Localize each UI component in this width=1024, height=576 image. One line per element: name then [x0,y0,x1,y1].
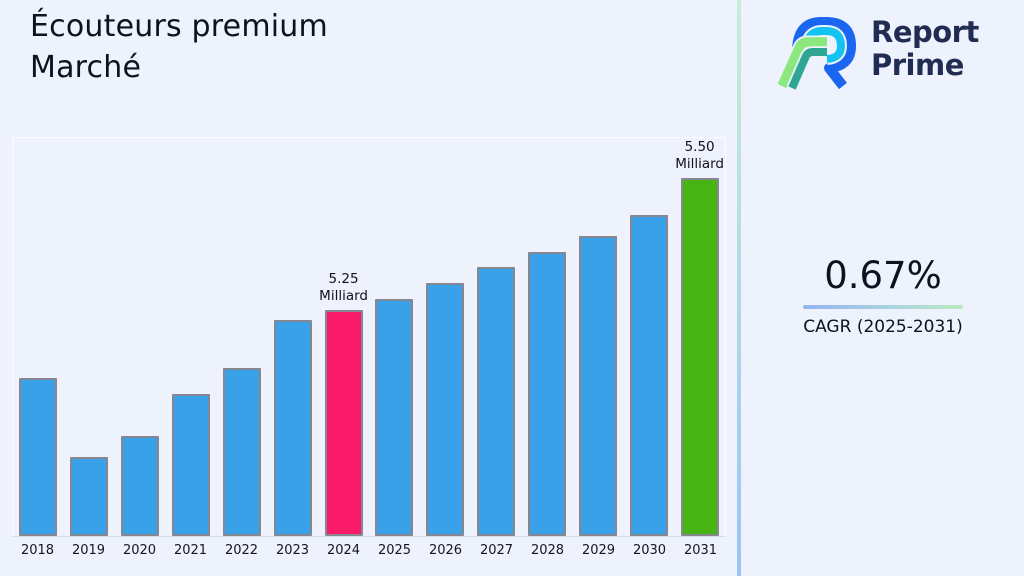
x-tick-2021: 2021 [173,543,208,558]
brand-name-line2: Prime [871,48,964,82]
page-title: Écouteurs premium Marché [30,6,328,88]
bar-2027 [477,267,516,536]
x-axis: 2018 2019 2020 2021 2022 2023 2024 2025 2026 2027… [12,543,726,558]
bar-value-label-2024: 5.25 Milliard [319,271,368,304]
x-tick-2029: 2029 [581,543,616,558]
bar-column-2018 [13,138,64,536]
x-tick-2026: 2026 [428,543,463,558]
bar-2023 [273,320,312,536]
bar-column-2022 [216,138,267,536]
plot-area: 5.25 Milliard 5.50 Milliard [12,137,726,537]
bar-2026 [426,283,465,536]
bar-2020 [121,436,160,536]
bar-column-2023 [267,138,318,536]
x-tick-2024: 2024 [326,543,361,558]
x-tick-2019: 2019 [71,543,106,558]
brand-logo: Report Prime [774,10,979,96]
x-tick-2028: 2028 [530,543,565,558]
separator-line [737,0,741,576]
bar-column-2031: 5.50 Milliard [674,138,725,536]
bar-2031 [680,178,719,536]
bar-column-2029 [572,138,623,536]
bar-2021 [172,394,210,536]
bar-column-2030 [623,138,674,536]
x-tick-2022: 2022 [224,543,259,558]
bar-2022 [222,368,261,536]
bar-2028 [528,252,567,536]
bar-column-2028 [522,138,573,536]
bar-2029 [578,236,617,536]
bar-2019 [70,457,109,536]
bar-column-2024: 5.25 Milliard [318,138,369,536]
bar-2018 [19,378,58,536]
report-prime-logo-icon [774,10,862,96]
bar-column-2021 [166,138,217,536]
bar-2025 [375,299,414,536]
bar-2030 [629,215,668,536]
x-tick-2018: 2018 [20,543,55,558]
bar-column-2026 [420,138,471,536]
bar-2024 [324,310,363,536]
cagr-value: 0.67% [824,254,942,297]
bar-column-2025 [369,138,420,536]
bar-column-2027 [471,138,522,536]
x-tick-2025: 2025 [377,543,412,558]
x-tick-2031: 2031 [683,543,718,558]
brand-name: Report Prime [871,16,979,82]
x-tick-2020: 2020 [122,543,157,558]
x-tick-2030: 2030 [632,543,667,558]
cagr-block: 0.67% CAGR (2025-2031) [742,251,1024,338]
x-tick-2023: 2023 [275,543,310,558]
brand-name-line1: Report [871,15,979,49]
page-title-line1: Écouteurs premium [30,9,328,44]
bar-column-2019 [64,138,115,536]
cagr-underline [803,305,963,309]
cagr-label: CAGR (2025-2031) [803,317,963,337]
bar-value-label-2031: 5.50 Milliard [675,139,724,172]
page-title-line2: Marché [30,50,142,85]
bar-column-2020 [115,138,166,536]
x-tick-2027: 2027 [479,543,514,558]
